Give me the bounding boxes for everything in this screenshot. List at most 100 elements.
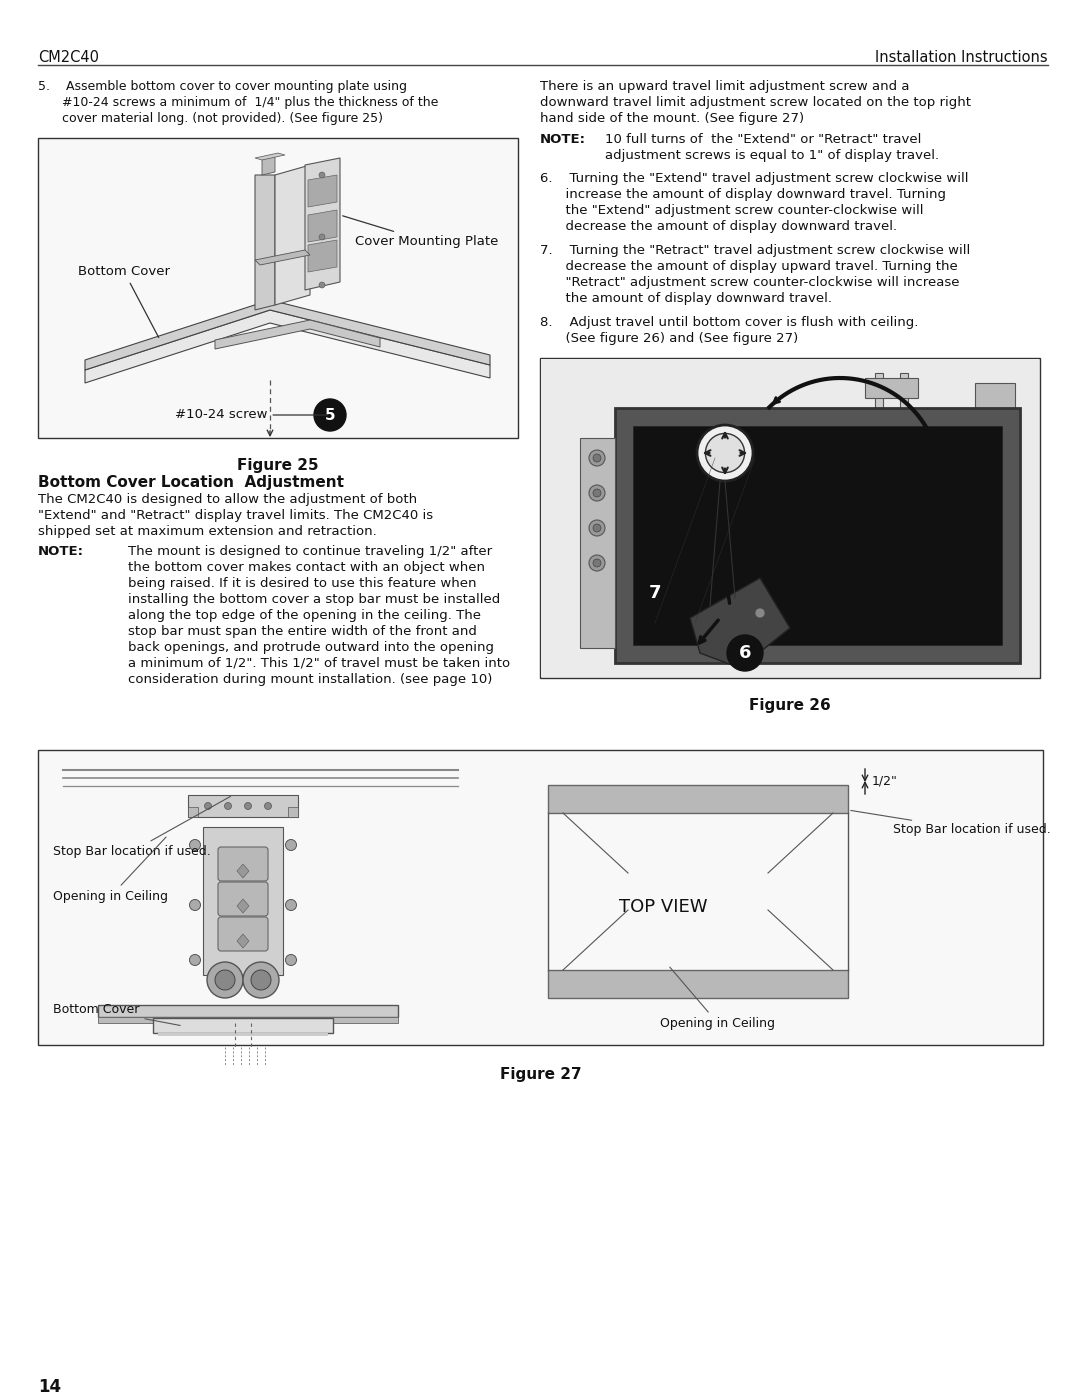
FancyBboxPatch shape xyxy=(218,882,268,916)
Circle shape xyxy=(189,840,201,851)
Text: "Retract" adjustment screw counter-clockwise will increase: "Retract" adjustment screw counter-clock… xyxy=(540,277,959,289)
Text: The mount is designed to continue traveling 1/2" after: The mount is designed to continue travel… xyxy=(129,545,492,557)
Circle shape xyxy=(189,954,201,965)
Text: cover material long. (not provided). (See figure 25): cover material long. (not provided). (Se… xyxy=(38,112,383,124)
Text: downward travel limit adjustment screw located on the top right: downward travel limit adjustment screw l… xyxy=(540,96,971,109)
Text: stop bar must span the entire width of the front and: stop bar must span the entire width of t… xyxy=(129,624,477,638)
Circle shape xyxy=(285,840,297,851)
Text: CM2C40: CM2C40 xyxy=(38,50,99,66)
Bar xyxy=(920,414,975,453)
Circle shape xyxy=(319,235,325,240)
Bar xyxy=(98,1004,399,1017)
Text: Cover Mounting Plate: Cover Mounting Plate xyxy=(342,215,498,249)
FancyBboxPatch shape xyxy=(218,847,268,882)
Polygon shape xyxy=(275,165,310,305)
Bar xyxy=(541,359,1039,678)
Text: #10-24 screw: #10-24 screw xyxy=(175,408,327,422)
Circle shape xyxy=(319,172,325,177)
Text: Figure 27: Figure 27 xyxy=(500,1067,581,1083)
Circle shape xyxy=(705,433,744,472)
Text: 6.    Turning the "Extend" travel adjustment screw clockwise will: 6. Turning the "Extend" travel adjustmen… xyxy=(540,172,969,184)
Polygon shape xyxy=(308,210,337,242)
Circle shape xyxy=(727,636,762,671)
Text: being raised. If it is desired to use this feature when: being raised. If it is desired to use th… xyxy=(129,577,476,590)
Circle shape xyxy=(215,970,235,990)
Text: 10 full turns of  the "Extend" or "Retract" travel: 10 full turns of the "Extend" or "Retrac… xyxy=(605,133,921,147)
Text: back openings, and protrude outward into the opening: back openings, and protrude outward into… xyxy=(129,641,494,654)
Circle shape xyxy=(204,802,212,809)
Bar xyxy=(900,373,908,518)
Polygon shape xyxy=(690,578,789,668)
Circle shape xyxy=(593,454,600,462)
Circle shape xyxy=(189,900,201,911)
Circle shape xyxy=(251,970,271,990)
Text: 1/2": 1/2" xyxy=(872,775,897,788)
Circle shape xyxy=(319,282,325,288)
Circle shape xyxy=(593,524,600,532)
Bar xyxy=(188,795,298,817)
Text: increase the amount of display downward travel. Turning: increase the amount of display downward … xyxy=(540,189,946,201)
Polygon shape xyxy=(237,900,249,914)
Text: #10-24 screws a minimum of  1/4" plus the thickness of the: #10-24 screws a minimum of 1/4" plus the… xyxy=(38,96,438,109)
Circle shape xyxy=(314,400,346,432)
Bar xyxy=(548,970,848,997)
Text: the bottom cover makes contact with an object when: the bottom cover makes contact with an o… xyxy=(129,562,485,574)
Text: shipped set at maximum extension and retraction.: shipped set at maximum extension and ret… xyxy=(38,525,377,538)
Text: Stop Bar location if used.: Stop Bar location if used. xyxy=(851,810,1051,837)
Circle shape xyxy=(637,576,673,610)
Circle shape xyxy=(285,954,297,965)
Circle shape xyxy=(265,802,271,809)
FancyBboxPatch shape xyxy=(153,1018,333,1032)
Text: NOTE:: NOTE: xyxy=(540,133,586,147)
Circle shape xyxy=(593,559,600,567)
Text: installing the bottom cover a stop bar must be installed: installing the bottom cover a stop bar m… xyxy=(129,592,500,606)
Bar xyxy=(975,383,1015,439)
Polygon shape xyxy=(308,175,337,207)
Bar xyxy=(633,426,1002,645)
Bar xyxy=(865,379,918,398)
Polygon shape xyxy=(215,320,380,349)
Polygon shape xyxy=(305,158,340,291)
Text: Opening in Ceiling: Opening in Ceiling xyxy=(53,837,168,902)
Text: NOTE:: NOTE: xyxy=(38,545,84,557)
Text: Figure 25: Figure 25 xyxy=(238,458,319,474)
Bar xyxy=(288,807,298,817)
Polygon shape xyxy=(255,250,310,265)
Text: adjustment screws is equal to 1" of display travel.: adjustment screws is equal to 1" of disp… xyxy=(605,149,940,162)
Text: 5.    Assemble bottom cover to cover mounting plate using: 5. Assemble bottom cover to cover mounti… xyxy=(38,80,407,94)
Bar xyxy=(875,373,883,518)
Circle shape xyxy=(589,485,605,502)
Text: Installation Instructions: Installation Instructions xyxy=(876,50,1048,66)
Circle shape xyxy=(589,450,605,467)
Text: "Extend" and "Retract" display travel limits. The CM2C40 is: "Extend" and "Retract" display travel li… xyxy=(38,509,433,522)
Bar xyxy=(548,785,848,813)
Bar xyxy=(203,827,283,975)
Circle shape xyxy=(755,608,765,617)
Text: TOP VIEW: TOP VIEW xyxy=(619,898,707,916)
Polygon shape xyxy=(85,310,490,383)
Polygon shape xyxy=(255,175,275,310)
Text: decrease the amount of display upward travel. Turning the: decrease the amount of display upward tr… xyxy=(540,260,958,272)
Circle shape xyxy=(244,802,252,809)
Circle shape xyxy=(589,555,605,571)
Text: a minimum of 1/2". This 1/2" of travel must be taken into: a minimum of 1/2". This 1/2" of travel m… xyxy=(129,657,510,671)
Text: Bottom Cover Location  Adjustment: Bottom Cover Location Adjustment xyxy=(38,475,345,490)
Text: (See figure 26) and (See figure 27): (See figure 26) and (See figure 27) xyxy=(540,332,798,345)
Text: 7.    Turning the "Retract" travel adjustment screw clockwise will: 7. Turning the "Retract" travel adjustme… xyxy=(540,244,970,257)
Text: There is an upward travel limit adjustment screw and a: There is an upward travel limit adjustme… xyxy=(540,80,909,94)
Circle shape xyxy=(225,802,231,809)
Polygon shape xyxy=(308,240,337,272)
Bar xyxy=(38,138,518,439)
Bar xyxy=(158,1032,328,1037)
Text: 7: 7 xyxy=(649,584,661,602)
Bar xyxy=(540,358,1040,678)
Polygon shape xyxy=(237,863,249,877)
Polygon shape xyxy=(237,935,249,949)
Circle shape xyxy=(589,520,605,536)
Polygon shape xyxy=(85,300,490,370)
Bar xyxy=(580,439,615,648)
Text: Opening in Ceiling: Opening in Ceiling xyxy=(661,967,775,1030)
Bar xyxy=(38,750,1043,1045)
Text: Bottom Cover: Bottom Cover xyxy=(78,265,170,338)
Text: consideration during mount installation. (see page 10): consideration during mount installation.… xyxy=(129,673,492,686)
